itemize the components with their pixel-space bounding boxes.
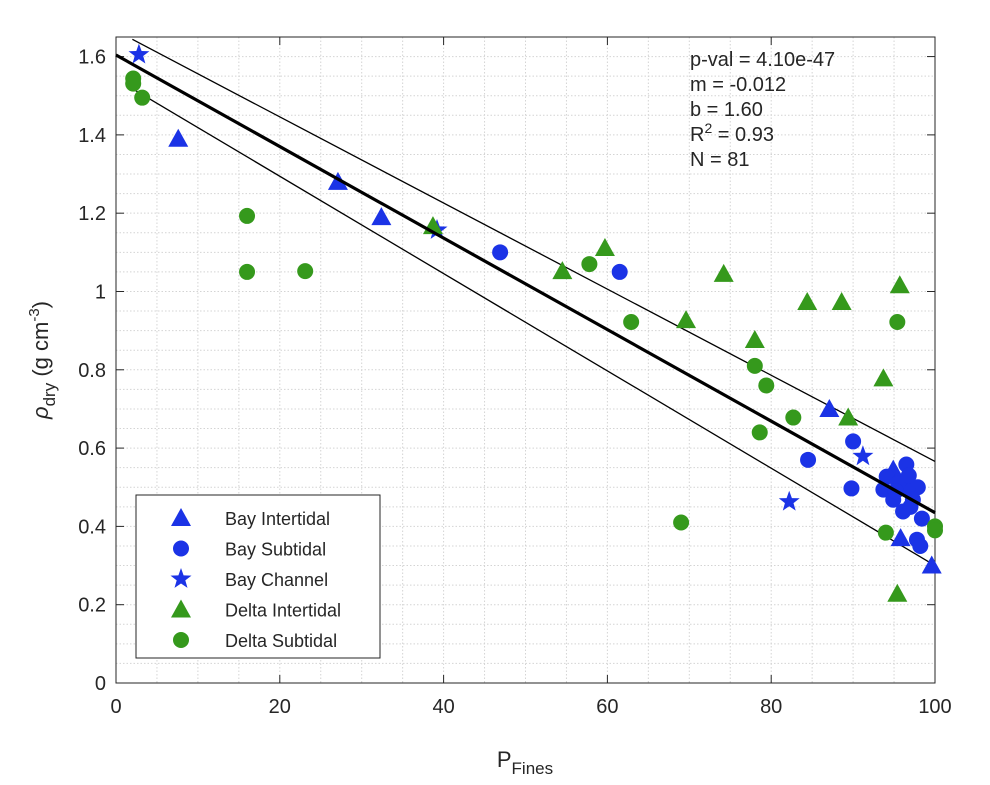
x-tick-label: 100 <box>918 696 951 718</box>
legend-marker-star-icon <box>170 568 192 588</box>
data-point <box>134 89 151 106</box>
data-point <box>552 261 573 280</box>
y-tick-label: 0.2 <box>78 595 106 617</box>
series-delta-intertidal <box>422 216 910 602</box>
y-tick-label: 1 <box>95 281 106 303</box>
y-label-sub: dry <box>40 382 59 406</box>
data-point <box>128 43 150 64</box>
legend-marker-triangle-icon <box>171 508 191 526</box>
stat-annotation: b = 1.60 <box>690 99 763 121</box>
data-point <box>168 128 189 147</box>
legend-label: Delta Intertidal <box>225 601 341 621</box>
data-point <box>778 490 800 511</box>
data-point <box>673 514 690 531</box>
y-tick-label: 0.4 <box>78 516 106 538</box>
data-point <box>239 207 256 224</box>
legend-item: Bay Intertidal <box>171 508 330 529</box>
stat-annotation: R2 = 0.93 <box>690 120 774 146</box>
y-tick-label: 1.2 <box>78 203 106 225</box>
x-tick-label: 20 <box>269 696 291 718</box>
data-point <box>713 263 734 282</box>
data-point <box>297 263 314 280</box>
stat-annotation: p-val = 4.10e-47 <box>690 49 835 71</box>
data-point <box>785 409 802 426</box>
data-point <box>921 555 942 574</box>
legend-marker-triangle-icon <box>171 599 191 618</box>
legend-marker-circle-icon <box>173 540 189 557</box>
data-point <box>125 75 142 92</box>
data-point <box>581 256 598 273</box>
data-point <box>800 451 817 468</box>
x-label-base: P <box>497 747 512 772</box>
lower-bound-line <box>132 88 936 567</box>
data-point <box>797 292 818 311</box>
y-label-base: ρ <box>28 406 53 420</box>
data-point <box>889 314 906 331</box>
data-point <box>371 207 392 226</box>
data-point <box>838 407 859 426</box>
stat-annotation: m = -0.012 <box>690 74 786 96</box>
x-axis-label: PFines <box>497 747 553 778</box>
data-point <box>239 263 256 280</box>
legend-label: Bay Intertidal <box>225 509 330 529</box>
data-point <box>623 314 640 331</box>
data-point <box>676 310 697 329</box>
legend-marker-circle-icon <box>173 632 189 648</box>
data-point <box>852 445 874 466</box>
x-tick-label: 80 <box>760 696 782 718</box>
x-tick-label: 60 <box>596 696 618 718</box>
data-point <box>594 238 615 257</box>
data-point <box>873 368 894 387</box>
y-tick-label: 1.6 <box>78 47 106 69</box>
y-tick-label: 0.8 <box>78 360 106 382</box>
legend-item: Bay Subtidal <box>173 540 326 560</box>
annotation-sup: 2 <box>704 120 712 136</box>
x-tick-label: 0 <box>110 696 121 718</box>
data-point <box>744 330 765 349</box>
data-point <box>877 524 894 541</box>
upper-bound-line <box>132 38 936 462</box>
series-delta-subtidal <box>125 70 943 541</box>
annotation-base: R <box>690 124 704 146</box>
data-point <box>492 244 509 261</box>
series-bay-subtidal <box>492 244 930 554</box>
legend: Bay Intertidal Bay Subtidal Bay Channel Del… <box>135 494 381 659</box>
data-point <box>887 583 908 602</box>
y-label-sup: -3 <box>26 308 43 321</box>
y-tick-label: 0.6 <box>78 438 106 460</box>
data-point <box>751 424 768 441</box>
y-axis-label: ρdry (g cm-3) <box>26 301 59 420</box>
data-point <box>758 377 775 394</box>
y-label-rest: (g cm <box>28 322 53 383</box>
data-point <box>889 275 910 294</box>
legend-item: Delta Intertidal <box>171 599 341 621</box>
data-point <box>819 398 840 417</box>
legend-label: Delta Subtidal <box>225 631 337 651</box>
data-point <box>845 433 862 450</box>
legend-label: Bay Subtidal <box>225 540 326 560</box>
stat-annotation: N = 81 <box>690 149 749 171</box>
data-point <box>912 537 929 554</box>
data-point <box>611 263 628 280</box>
y-tick-label: 1.4 <box>78 125 106 147</box>
data-point <box>843 480 860 497</box>
data-point <box>927 522 943 539</box>
y-tick-label: 0 <box>95 673 106 695</box>
x-tick-label: 40 <box>432 696 454 718</box>
legend-item: Delta Subtidal <box>173 631 337 651</box>
data-point <box>746 357 763 374</box>
data-point <box>900 467 917 484</box>
regression-line <box>115 53 936 515</box>
data-point <box>913 510 930 527</box>
axes-box <box>115 36 936 684</box>
legend-item: Bay Channel <box>170 568 328 590</box>
x-label-sub: Fines <box>512 759 554 778</box>
y-label-end: ) <box>28 301 53 308</box>
legend-label: Bay Channel <box>225 570 328 590</box>
data-point <box>831 292 852 311</box>
data-point <box>890 528 911 547</box>
annotation-rest: = 0.93 <box>712 124 774 146</box>
